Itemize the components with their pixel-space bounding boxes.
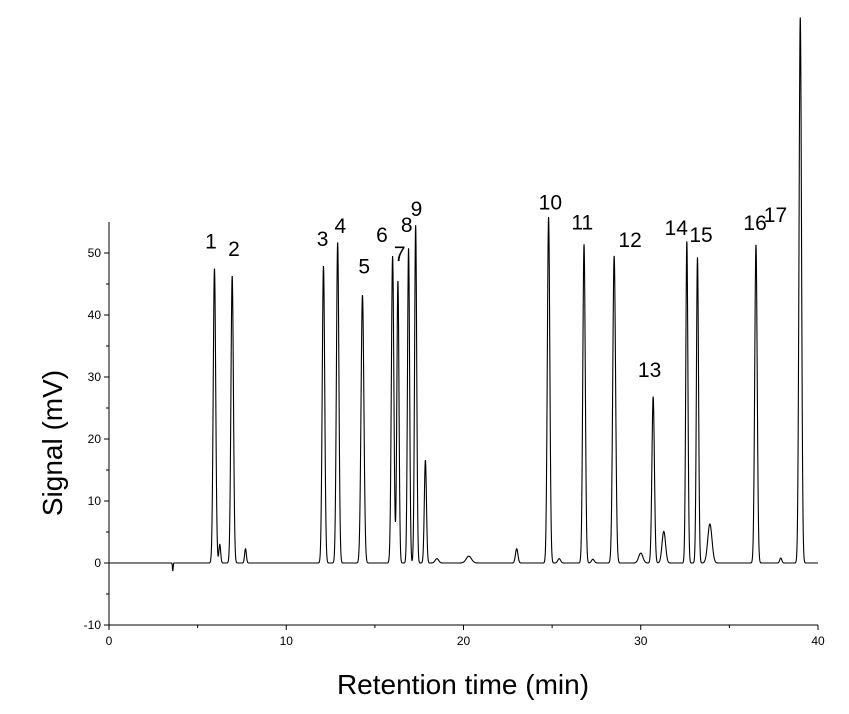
- peak-label-2: 2: [228, 238, 240, 261]
- peak-label-4: 4: [334, 215, 346, 238]
- x-axis-title: Retention time (min): [337, 669, 589, 700]
- peak-label-17: 17: [764, 204, 787, 227]
- axes-group: -10 0 10 20 30 40 50 0 10 20 30 40: [84, 222, 825, 648]
- x-tick-label: 0: [106, 634, 113, 648]
- y-tick-label: -10: [84, 618, 102, 632]
- chromatogram-trace: [109, 17, 818, 572]
- y-tick-label: 50: [88, 246, 102, 260]
- peak-label-16: 16: [743, 212, 766, 235]
- x-tick-label: 40: [811, 634, 825, 648]
- y-tick-label: 10: [88, 494, 102, 508]
- y-tick-label: 30: [88, 370, 102, 384]
- peak-label-3: 3: [317, 228, 329, 251]
- peak-label-9: 9: [411, 198, 423, 221]
- peak-label-1: 1: [205, 231, 217, 254]
- peak-label-7: 7: [394, 243, 406, 266]
- peak-label-8: 8: [401, 214, 413, 237]
- peak-label-12: 12: [618, 229, 641, 252]
- y-tick-label: 20: [88, 432, 102, 446]
- peak-label-5: 5: [358, 255, 370, 278]
- x-tick-label: 20: [457, 634, 471, 648]
- peak-label-11: 11: [571, 211, 593, 234]
- peak-label-15: 15: [689, 224, 712, 247]
- peak-label-13: 13: [638, 359, 661, 382]
- x-tick-label: 30: [634, 634, 648, 648]
- peak-label-6: 6: [376, 224, 388, 247]
- y-axis-title: Signal (mV): [37, 370, 68, 516]
- peak-label-14: 14: [665, 217, 689, 240]
- y-tick-label: 40: [88, 308, 102, 322]
- peak-label-10: 10: [539, 192, 562, 215]
- y-tick-label: 0: [94, 556, 101, 570]
- x-tick-label: 10: [280, 634, 294, 648]
